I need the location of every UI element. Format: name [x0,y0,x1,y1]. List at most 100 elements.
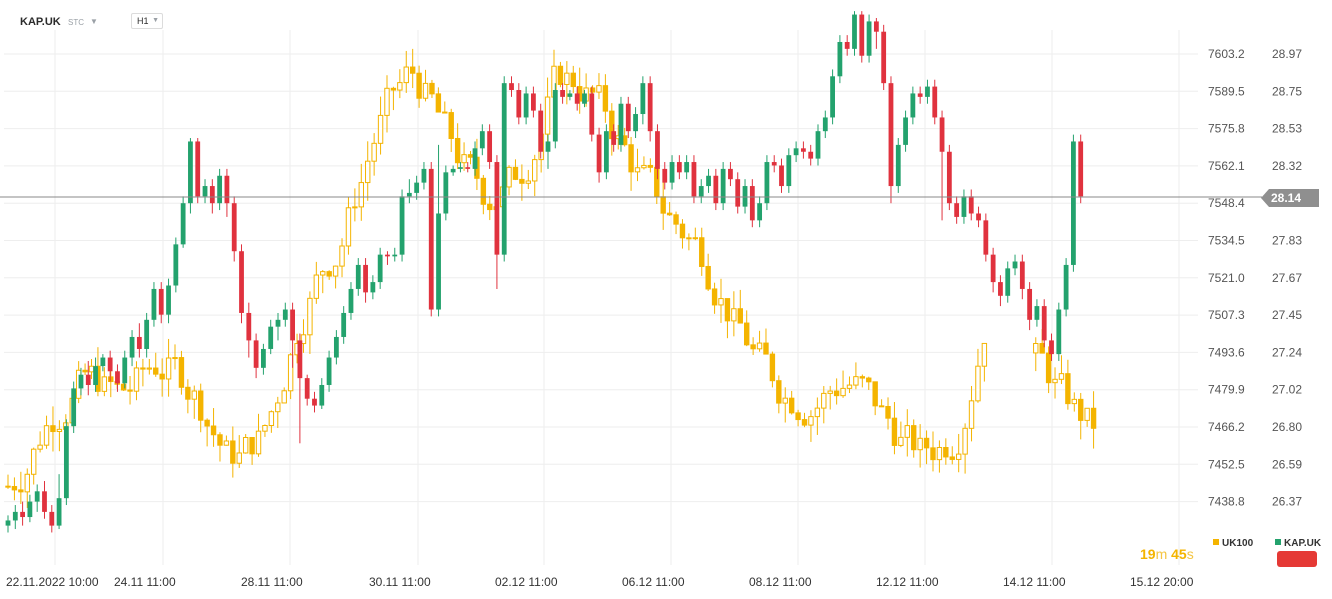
kap-candle [239,251,244,313]
uk100-candle [448,112,454,139]
uk100-candle [409,66,416,74]
uk100-candle [532,159,538,182]
legend-uk100[interactable]: UK100 [1213,538,1253,549]
uk100-candle [801,419,808,426]
kap-candle [115,371,120,384]
kap-candle [20,511,25,518]
kap-candle [633,114,638,132]
left-price-label: 7521.0 [1208,271,1245,285]
uk100-candle [930,447,936,461]
kap-candle [297,340,303,379]
kap-candle [158,288,164,315]
uk100-candle [204,419,210,427]
uk100-candle [487,203,493,211]
kap-candle [209,186,215,204]
uk100-candle [1039,343,1045,354]
kap-candle [946,151,952,204]
sell-button[interactable] [1277,551,1317,567]
x-axis-label: 28.11 11:00 [241,575,303,589]
kap-candle [458,167,463,169]
uk100-candle [300,334,307,345]
uk100-candle [1078,398,1084,421]
uk100-candle [519,178,525,184]
kap-candle [355,264,361,289]
left-price-label: 7493.6 [1208,345,1245,359]
uk100-candle [236,452,242,464]
kap-candle [786,155,792,187]
uk100-candle [1052,378,1058,384]
uk100-candle [891,417,898,446]
uk100-candle [840,387,846,397]
kap-candle [603,131,609,173]
kap-candle [852,14,857,49]
chart-header: KAP.UK STC ▼ H1 ▼ [0,0,1332,40]
kap-candle [910,93,916,118]
right-price-label: 28.53 [1272,122,1302,136]
uk100-candle [384,87,390,116]
uk100-candle [230,440,236,464]
kap-candle [1034,306,1040,320]
uk100-candle [397,82,403,91]
kap-candle [509,83,514,91]
uk100-candle [365,160,371,184]
uk100-candle [570,72,576,88]
uk100-candle [917,437,923,451]
legend-kap[interactable]: KAP.UK [1275,538,1321,549]
kap-candle [49,511,55,526]
kap-candle [560,90,565,97]
kap-candle [669,162,675,183]
left-price-label: 7452.5 [1208,457,1245,471]
kap-candle [261,348,266,368]
uk100-candle [782,397,788,404]
kap-candle [12,511,18,521]
uk100-candle [242,437,249,454]
uk100-candle [705,265,711,290]
kap-candle [392,254,398,257]
uk100-candle [795,412,801,421]
uk100-candle [178,357,185,388]
uk100-candle [821,392,827,409]
kap-candle [421,168,427,183]
kap-candle [195,141,201,197]
kap-candle [472,148,478,169]
symbol-dropdown-icon[interactable]: ▼ [90,17,98,26]
kap-candle [136,336,142,349]
uk100-candle [827,390,833,394]
kap-candle [436,213,441,310]
kap-candle [348,288,354,313]
uk100-candle [480,177,487,205]
uk100-candle [654,166,660,198]
kap-candle [873,21,879,32]
kap-candle [713,175,719,204]
uk100-candle [185,386,191,400]
x-axis-label: 24.11 11:00 [114,575,176,589]
kap-candle [326,357,332,385]
kap-candle [516,90,522,118]
uk100-candle [50,425,56,433]
kap-candle [932,86,938,118]
symbol-name[interactable]: KAP.UK [20,16,61,28]
kap-candle [1071,141,1076,265]
uk100-candle [422,82,429,99]
kap-candle [166,285,171,315]
uk100-candle [718,298,724,306]
uk100-candle [326,271,332,277]
uk100-candle [268,411,275,427]
uk100-candle [699,237,705,267]
symbol-type: STC [68,18,84,27]
kap-candle [377,254,383,283]
timeframe-select[interactable]: H1 ▼ [131,13,163,29]
uk100-candle [146,367,153,370]
uk100-candle [647,164,654,168]
uk100-candle [666,212,673,216]
uk100-candle [872,381,878,407]
kap-candle [180,203,186,245]
kap-candle [691,162,697,197]
uk100-candle [88,365,95,373]
uk100-candle [544,96,551,135]
kap-candle [589,93,595,135]
left-price-label: 7548.4 [1208,196,1245,210]
kap-candle [1041,306,1047,341]
x-axis-label: 22.11.2022 10:00 [6,575,99,589]
